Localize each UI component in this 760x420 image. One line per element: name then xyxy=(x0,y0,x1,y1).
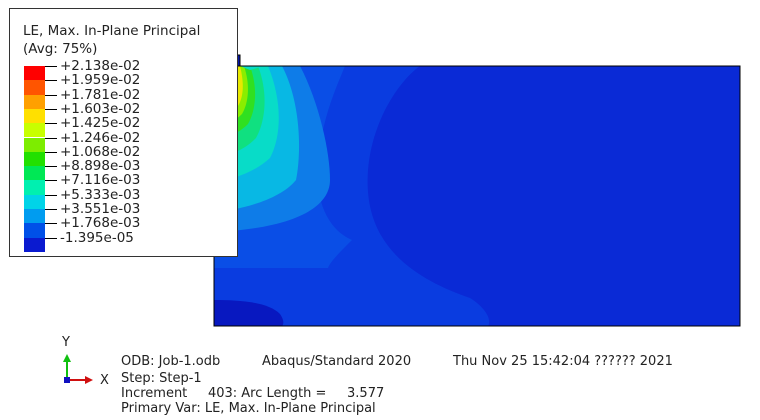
legend-box xyxy=(9,8,238,257)
legend-swatch xyxy=(24,108,45,124)
legend-level-label: +1.959e-02 xyxy=(60,72,141,88)
legend-swatch xyxy=(24,80,45,95)
step-name: Step: Step-1 xyxy=(121,371,202,386)
legend-tick xyxy=(45,80,57,81)
legend-swatch xyxy=(24,209,45,224)
legend-level-label: +8.898e-03 xyxy=(60,158,141,174)
legend-level-label: +5.333e-03 xyxy=(60,187,141,203)
axis-label-y: Y xyxy=(62,335,70,350)
legend-swatch xyxy=(24,194,45,209)
legend-tick xyxy=(45,195,57,196)
legend-level-label: +2.138e-02 xyxy=(60,58,141,74)
legend-swatch xyxy=(24,151,45,167)
legend-tick xyxy=(45,123,57,124)
legend-tick xyxy=(45,209,57,210)
legend-level-label: +1.425e-02 xyxy=(60,115,141,131)
legend-level-label: +7.116e-03 xyxy=(60,172,141,188)
legend-tick xyxy=(45,95,57,96)
legend-tick xyxy=(45,166,57,167)
odb-name: ODB: Job-1.odb xyxy=(121,354,221,369)
legend-subtitle: (Avg: 75%) xyxy=(23,41,98,57)
legend-tick xyxy=(45,238,57,239)
primary-variable: Primary Var: LE, Max. In-Plane Principal xyxy=(121,401,376,416)
legend-swatch xyxy=(24,94,45,109)
legend-level-label: -1.395e-05 xyxy=(60,230,134,246)
legend-swatch xyxy=(24,180,45,195)
legend-title: LE, Max. In-Plane Principal xyxy=(23,23,201,39)
z-axis-marker xyxy=(64,377,70,383)
legend-level-label: +1.768e-03 xyxy=(60,215,141,231)
contour-low-pocket xyxy=(214,300,284,326)
contact-edge xyxy=(240,66,264,70)
axis-label-x: X xyxy=(100,373,109,388)
legend-tick xyxy=(45,66,57,67)
legend-swatch xyxy=(24,237,45,252)
legend-level-label: +1.781e-02 xyxy=(60,87,141,103)
legend-tick xyxy=(45,138,57,139)
legend-tick xyxy=(45,152,57,153)
legend-swatch xyxy=(24,166,45,181)
run-date: Thu Nov 25 15:42:04 ?????? 2021 xyxy=(453,354,673,369)
legend-tick xyxy=(45,223,57,224)
y-axis-arrowhead xyxy=(63,354,71,362)
legend-swatch xyxy=(24,123,45,138)
legend-swatch xyxy=(24,137,45,152)
legend-level-label: +1.246e-02 xyxy=(60,130,141,146)
axis-triad xyxy=(63,354,93,384)
legend-level-label: +1.603e-02 xyxy=(60,101,141,117)
x-axis-arrowhead xyxy=(85,376,93,384)
legend-tick xyxy=(45,180,57,181)
solver-version: Abaqus/Standard 2020 xyxy=(262,354,412,369)
legend-swatch xyxy=(24,66,45,81)
increment-info: Increment 403: Arc Length = 3.577 xyxy=(121,386,385,401)
legend-swatch xyxy=(24,223,45,238)
legend-tick xyxy=(45,109,57,110)
legend-level-label: +1.068e-02 xyxy=(60,144,141,160)
legend-level-label: +3.551e-03 xyxy=(60,201,141,217)
